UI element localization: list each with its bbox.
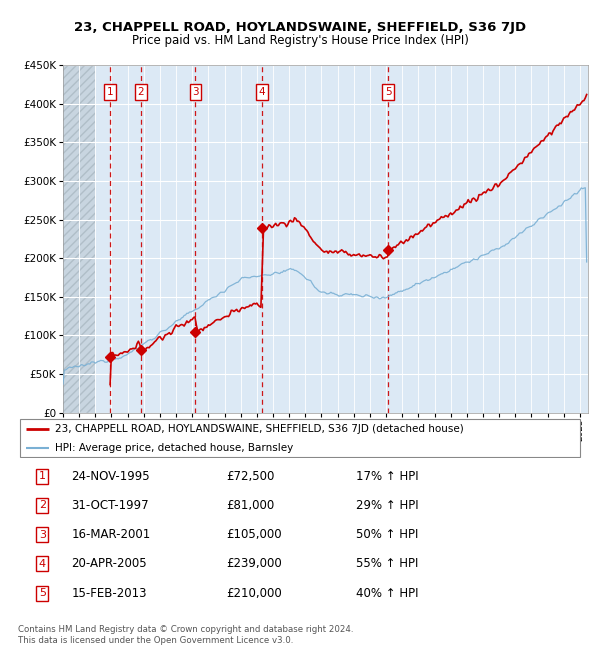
Text: HPI: Average price, detached house, Barnsley: HPI: Average price, detached house, Barn…: [55, 443, 293, 453]
Text: 15-FEB-2013: 15-FEB-2013: [71, 586, 147, 599]
Bar: [63, 65, 95, 413]
Text: Contains HM Land Registry data © Crown copyright and database right 2024.
This d: Contains HM Land Registry data © Crown c…: [18, 625, 353, 645]
Text: 4: 4: [38, 559, 46, 569]
Text: 2: 2: [138, 87, 145, 97]
Text: 16-MAR-2001: 16-MAR-2001: [71, 528, 151, 541]
Text: 23, CHAPPELL ROAD, HOYLANDSWAINE, SHEFFIELD, S36 7JD (detached house): 23, CHAPPELL ROAD, HOYLANDSWAINE, SHEFFI…: [55, 424, 463, 434]
Text: 31-OCT-1997: 31-OCT-1997: [71, 499, 149, 512]
Text: 1: 1: [39, 471, 46, 481]
Text: 2: 2: [38, 500, 46, 510]
Text: 17% ↑ HPI: 17% ↑ HPI: [356, 469, 419, 482]
Text: 3: 3: [39, 530, 46, 540]
FancyBboxPatch shape: [20, 419, 580, 457]
Text: 24-NOV-1995: 24-NOV-1995: [71, 469, 150, 482]
Text: 29% ↑ HPI: 29% ↑ HPI: [356, 499, 419, 512]
Text: 20-APR-2005: 20-APR-2005: [71, 558, 147, 571]
Text: 3: 3: [192, 87, 199, 97]
Text: 40% ↑ HPI: 40% ↑ HPI: [356, 586, 419, 599]
Text: 50% ↑ HPI: 50% ↑ HPI: [356, 528, 419, 541]
Text: 5: 5: [39, 588, 46, 598]
Text: £239,000: £239,000: [227, 558, 283, 571]
Text: 55% ↑ HPI: 55% ↑ HPI: [356, 558, 419, 571]
Text: £105,000: £105,000: [227, 528, 283, 541]
Text: £72,500: £72,500: [227, 469, 275, 482]
Text: £210,000: £210,000: [227, 586, 283, 599]
Text: 4: 4: [259, 87, 265, 97]
Text: £81,000: £81,000: [227, 499, 275, 512]
Text: 23, CHAPPELL ROAD, HOYLANDSWAINE, SHEFFIELD, S36 7JD: 23, CHAPPELL ROAD, HOYLANDSWAINE, SHEFFI…: [74, 21, 526, 34]
Text: Price paid vs. HM Land Registry's House Price Index (HPI): Price paid vs. HM Land Registry's House …: [131, 34, 469, 47]
Text: 5: 5: [385, 87, 391, 97]
Text: 1: 1: [107, 87, 113, 97]
